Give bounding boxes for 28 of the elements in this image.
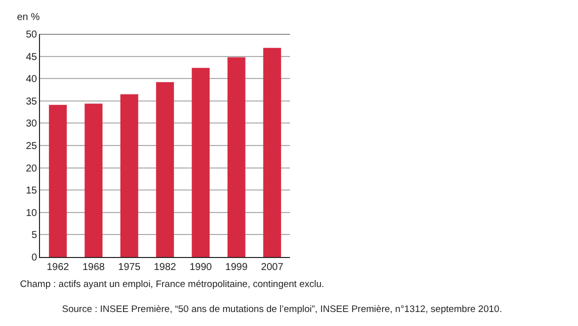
y-tick-label: 25 xyxy=(26,141,38,152)
x-tick-label: 1999 xyxy=(225,262,248,273)
y-tick-label: 40 xyxy=(26,74,38,86)
x-tick-label: 1982 xyxy=(154,262,177,273)
bar xyxy=(120,94,138,257)
text: Champ : actifs ayant un emploi, France métropolitaine, contingent exclu. xyxy=(20,279,324,290)
y-tick-label: 20 xyxy=(26,163,38,174)
bar xyxy=(192,68,210,257)
y-tick-label: 50 xyxy=(26,30,38,40)
bar xyxy=(228,57,246,257)
x-tick-label: 1990 xyxy=(190,262,212,273)
x-tick-label: 2007 xyxy=(261,262,284,273)
y-tick-label: 15 xyxy=(26,186,38,197)
x-tick-label: 1975 xyxy=(118,262,141,273)
y-tick-label: 10 xyxy=(26,208,38,219)
x-tick-label: 1962 xyxy=(46,262,70,273)
y-tick-label: 0 xyxy=(31,252,38,264)
bar xyxy=(48,104,67,257)
bar xyxy=(156,82,174,257)
x-tick-label: 1968 xyxy=(82,262,106,273)
y-tick-label: 45 xyxy=(26,52,38,63)
y-axis-title: en % xyxy=(17,12,40,23)
source-note: Source : INSEE Première, “50 ans de mutations de l’emploi”, INSEE Première, n°1312, septembre 2010. xyxy=(62,304,502,315)
y-tick-label: 5 xyxy=(31,230,38,242)
y-tick-label: 30 xyxy=(26,118,38,130)
y-tick-label: 35 xyxy=(26,96,38,108)
bar xyxy=(263,48,282,257)
bar xyxy=(84,104,102,257)
